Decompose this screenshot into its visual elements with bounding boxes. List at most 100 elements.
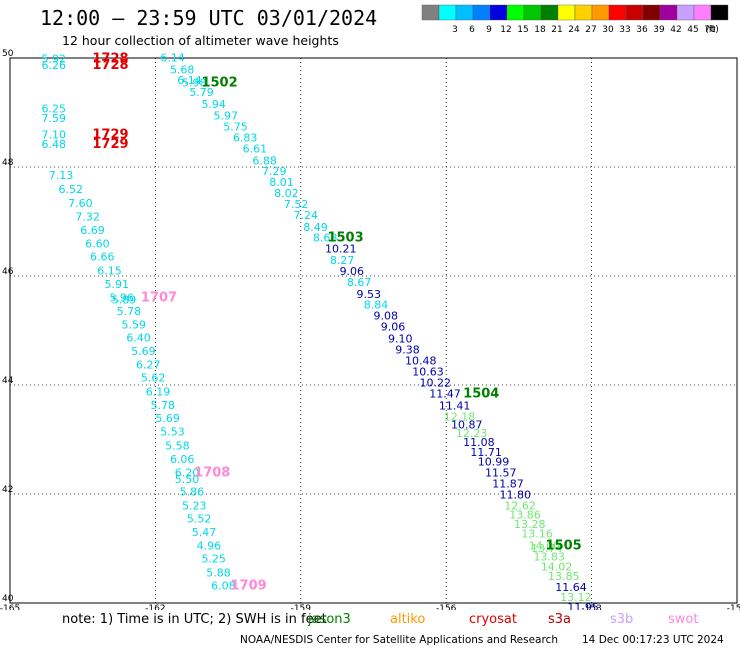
wave-height-label: 5.96 [109, 292, 133, 305]
wave-height-label: 5.75 [223, 120, 248, 133]
wave-height-label: 6.20 [175, 467, 200, 480]
colorbar-label: 39 [653, 25, 665, 35]
wave-height-label: 6.27 [136, 359, 161, 372]
wave-height-label: 13.85 [548, 570, 580, 583]
wave-height-label: 9.06 [381, 321, 406, 334]
colorbar-label: 36 [636, 25, 648, 35]
wave-height-label: 5.62 [141, 372, 166, 385]
wave-height-label: 5.78 [151, 399, 176, 412]
wave-height-label: 6.48 [42, 138, 67, 151]
colorbar-label: 30 [602, 25, 614, 35]
wave-height-label: 5.58 [165, 439, 190, 452]
page-title: 12:00 – 23:59 UTC 03/01/2024 [40, 6, 378, 30]
wave-height-label: 11.57 [485, 467, 517, 480]
wave-height-label: 11.64 [555, 581, 587, 594]
wave-height-label: 10.99 [478, 456, 510, 469]
wave-height-label: 10.21 [325, 243, 357, 256]
wave-height-label: 10.22 [420, 377, 452, 390]
wave-height-label: 13.74 [531, 542, 563, 555]
wave-height-colorbar: 3 6 9 12 15 18 21 24 27 30 33 36 39 42 45 70(ft) [421, 4, 729, 35]
wave-height-label: 6.83 [233, 131, 257, 144]
pass-time-label: 1729 [92, 128, 128, 143]
wave-height-label: 9.53 [357, 288, 382, 301]
satellite-swot: swot [668, 612, 699, 627]
pass-time-label: 1504 [463, 387, 499, 402]
colorbar-label: 21 [551, 25, 562, 35]
wave-height-label: 12.18 [444, 410, 476, 423]
colorbar-label: 70 [704, 25, 716, 35]
satellite-jason3: jason3 [308, 612, 351, 627]
satellite-altiko: altiko [390, 612, 426, 627]
colorbar-label: 42 [670, 25, 681, 35]
wave-height-label: 5.88 [206, 566, 231, 579]
lat-tick-label: 44 [2, 376, 14, 386]
lon-tick-label: -159 [291, 604, 312, 610]
colorbar-label: 3 [452, 25, 458, 35]
wave-height-label: 5.91 [105, 278, 130, 291]
colorbar-label: 27 [585, 25, 596, 35]
wave-height-label: 5.92 [42, 52, 67, 65]
wave-height-label: 6.60 [85, 238, 110, 251]
wave-height-label: 11.80 [500, 488, 531, 501]
wave-height-label: 8.67 [347, 276, 372, 289]
colorbar-label: 9 [486, 25, 492, 35]
wave-height-label: 11.08 [463, 436, 495, 449]
footer-timestamp: 14 Dec 00:17:23 UTC 2024 [582, 634, 724, 646]
wave-height-label: 13.86 [509, 509, 541, 522]
pass-time-label: 1708 [194, 466, 230, 481]
lat-tick-label: 48 [2, 158, 14, 168]
wave-height-label: 7.13 [49, 169, 73, 182]
wave-height-label: 10.87 [451, 419, 483, 432]
colorbar-label: 24 [568, 25, 580, 35]
wave-height-label: 5.52 [187, 512, 212, 525]
pass-time-label: 1728 [92, 58, 128, 73]
wave-height-label: 9.08 [374, 310, 399, 323]
wave-height-label: 6.14 [177, 74, 202, 87]
wave-height-label: 6.15 [97, 264, 122, 277]
pass-time-label: 1729 [92, 137, 128, 152]
wave-height-label: 5.59 [121, 318, 145, 331]
wave-height-label: 6.40 [126, 331, 151, 344]
wave-height-label: 6.52 [58, 183, 83, 196]
wave-height-label: 5.89 [112, 293, 137, 306]
colorbar-swatch [710, 4, 729, 21]
colorbar-label: 15 [517, 25, 528, 35]
wave-height-label: 6.88 [252, 154, 276, 167]
colorbar-label: 6 [469, 25, 475, 35]
wave-height-label: 13.16 [521, 528, 553, 541]
wave-height-label: 7.29 [262, 165, 287, 178]
wave-height-label: 6.25 [42, 103, 67, 116]
wave-height-label: 9.10 [388, 332, 413, 345]
colorbar-unit: (ft) [705, 25, 719, 35]
satellite-s3a: s3a [548, 612, 572, 627]
wave-height-label: 5.86 [180, 486, 205, 499]
wave-height-label: 14.02 [541, 560, 573, 573]
lat-tick-label: 42 [2, 485, 13, 495]
wave-height-label: 10.48 [405, 354, 437, 367]
wave-height-label: 13.83 [533, 550, 565, 563]
pass-time-label: 1502 [201, 75, 237, 90]
wave-height-label: 6.26 [42, 59, 67, 72]
wave-height-label: 7.32 [75, 210, 100, 223]
footer-note: note: 1) Time is in UTC; 2) SWH is in fe… [62, 612, 327, 627]
lon-tick-label: -165 [0, 604, 20, 610]
satellite-cryosat: cryosat [469, 612, 517, 627]
wave-height-label: 7.10 [42, 129, 67, 142]
wave-height-label: 6.06 [170, 453, 195, 466]
wave-height-label: 8.84 [364, 299, 389, 312]
wave-height-label: 5.97 [214, 110, 239, 123]
pass-time-label: 1707 [141, 291, 177, 306]
wave-height-label: 13.28 [514, 518, 546, 531]
wave-height-label: 5.69 [131, 345, 156, 358]
wave-height-label: 7.52 [284, 198, 309, 211]
wave-height-label: 11.71 [470, 446, 502, 459]
wave-height-label: 12.62 [504, 499, 536, 512]
lon-tick-label: -150 [727, 604, 740, 610]
altimeter-map: -165 -162 -159 -156 -153 -150 50 48 46 44 42 40 5.92… [0, 49, 740, 610]
lon-tick-label: -162 [145, 604, 165, 610]
wave-height-label: 8.68 [313, 232, 338, 245]
wave-height-label: 5.47 [192, 526, 217, 539]
wave-height-label: 5.68 [170, 63, 195, 76]
wave-height-label: 6.61 [243, 142, 268, 155]
colorbar-label: 33 [619, 25, 630, 35]
